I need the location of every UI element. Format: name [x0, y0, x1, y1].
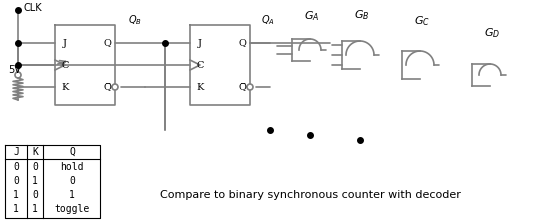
- Text: Q̅: Q̅: [238, 83, 246, 91]
- Circle shape: [15, 72, 21, 78]
- Text: Q: Q: [69, 147, 75, 157]
- Polygon shape: [55, 25, 115, 105]
- Text: Q: Q: [103, 39, 111, 47]
- Text: 1: 1: [13, 190, 19, 200]
- Text: 1: 1: [32, 204, 38, 214]
- Text: $Q_A$: $Q_A$: [261, 13, 275, 27]
- Text: $G_D$: $G_D$: [484, 26, 500, 40]
- Text: toggle: toggle: [55, 204, 90, 214]
- Polygon shape: [472, 64, 501, 86]
- Circle shape: [247, 84, 253, 90]
- Text: 1: 1: [69, 190, 75, 200]
- Text: Q̅: Q̅: [103, 83, 111, 91]
- Polygon shape: [342, 41, 374, 69]
- Text: J: J: [63, 39, 67, 47]
- Text: $G_A$: $G_A$: [305, 9, 320, 23]
- Text: K: K: [62, 83, 69, 91]
- Text: C: C: [62, 60, 69, 70]
- Polygon shape: [292, 39, 321, 61]
- Text: 1: 1: [32, 176, 38, 186]
- Text: Compare to binary synchronous counter with decoder: Compare to binary synchronous counter wi…: [159, 190, 461, 200]
- Text: 5V: 5V: [8, 65, 21, 75]
- Polygon shape: [190, 25, 250, 105]
- Polygon shape: [402, 51, 434, 79]
- Text: C: C: [197, 60, 204, 70]
- Text: 0: 0: [32, 190, 38, 200]
- Text: $G_C$: $G_C$: [414, 14, 430, 28]
- Text: K: K: [32, 147, 38, 157]
- Text: 1: 1: [13, 204, 19, 214]
- Text: $G_B$: $G_B$: [354, 8, 370, 22]
- Text: J: J: [13, 147, 19, 157]
- Text: Q: Q: [238, 39, 246, 47]
- Text: 0: 0: [69, 176, 75, 186]
- Text: 0: 0: [13, 176, 19, 186]
- Circle shape: [112, 84, 118, 90]
- Text: 0: 0: [32, 162, 38, 172]
- Text: CLK: CLK: [23, 3, 42, 13]
- Text: K: K: [197, 83, 204, 91]
- Text: J: J: [198, 39, 202, 47]
- Text: 0: 0: [13, 162, 19, 172]
- Text: $Q_B$: $Q_B$: [128, 13, 142, 27]
- Text: hold: hold: [60, 162, 84, 172]
